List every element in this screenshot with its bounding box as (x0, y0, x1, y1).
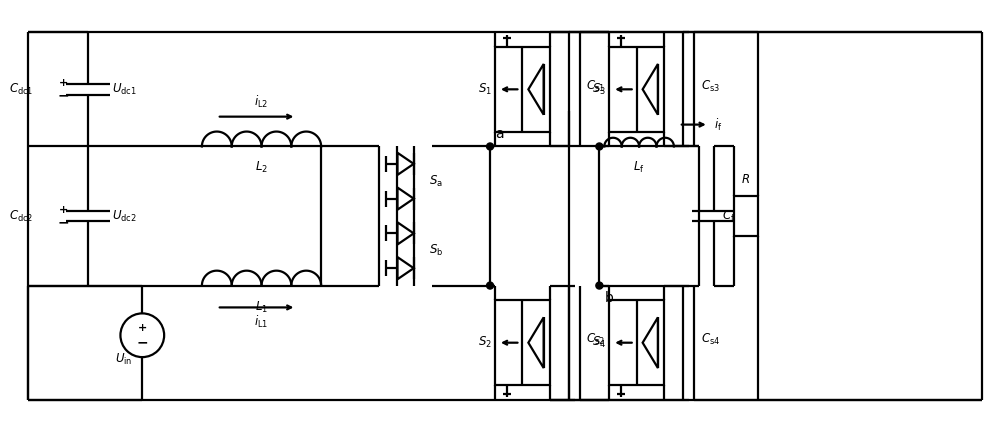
Text: $S_1$: $S_1$ (478, 82, 492, 97)
Text: $L_{\mathrm{f}}$: $L_{\mathrm{f}}$ (633, 160, 645, 175)
Circle shape (487, 143, 494, 150)
Text: $C_{\mathrm{s4}}$: $C_{\mathrm{s4}}$ (701, 332, 720, 347)
Text: $U_{\mathrm{in}}$: $U_{\mathrm{in}}$ (115, 352, 132, 367)
Bar (495, 300, 550, 385)
Bar (609, 300, 664, 385)
Text: $S_2$: $S_2$ (478, 335, 492, 350)
Text: $C_{\mathrm{s2}}$: $C_{\mathrm{s2}}$ (586, 332, 605, 347)
Text: $L_2$: $L_2$ (255, 160, 268, 175)
Text: $i_{\mathrm{L2}}$: $i_{\mathrm{L2}}$ (254, 94, 269, 110)
Circle shape (596, 282, 603, 289)
Text: $U_{\mathrm{dc1}}$: $U_{\mathrm{dc1}}$ (112, 82, 137, 97)
Circle shape (487, 282, 494, 289)
Bar (609, 47, 664, 132)
Text: −: − (136, 335, 148, 349)
Text: b: b (604, 290, 613, 304)
Text: $S_4$: $S_4$ (592, 335, 606, 350)
Text: $C_{\mathrm{s1}}$: $C_{\mathrm{s1}}$ (586, 79, 605, 94)
Text: $C_{\mathrm{f}}$: $C_{\mathrm{f}}$ (722, 208, 735, 224)
Text: $S_{\mathrm{a}}$: $S_{\mathrm{a}}$ (429, 174, 443, 189)
Text: +: + (59, 78, 68, 89)
Bar (495, 47, 550, 132)
Bar (734, 196, 758, 236)
Text: −: − (58, 215, 70, 229)
Text: $C_{\mathrm{dc1}}$: $C_{\mathrm{dc1}}$ (9, 82, 33, 97)
Text: +: + (59, 205, 68, 215)
Text: −: − (58, 88, 70, 102)
Text: $U_{\mathrm{dc2}}$: $U_{\mathrm{dc2}}$ (112, 208, 137, 224)
Circle shape (596, 143, 603, 150)
Text: $i_{\mathrm{f}}$: $i_{\mathrm{f}}$ (714, 116, 722, 133)
Text: $C_{\mathrm{s3}}$: $C_{\mathrm{s3}}$ (701, 79, 720, 94)
Text: +: + (138, 323, 147, 333)
Text: a: a (495, 127, 504, 142)
Text: $L_1$: $L_1$ (255, 300, 268, 315)
Text: $i_{\mathrm{L1}}$: $i_{\mathrm{L1}}$ (254, 314, 269, 330)
Text: $S_3$: $S_3$ (592, 82, 606, 97)
Text: $R$: $R$ (741, 173, 750, 186)
Text: $C_{\mathrm{dc2}}$: $C_{\mathrm{dc2}}$ (9, 208, 33, 224)
Text: $S_{\mathrm{b}}$: $S_{\mathrm{b}}$ (429, 243, 443, 259)
